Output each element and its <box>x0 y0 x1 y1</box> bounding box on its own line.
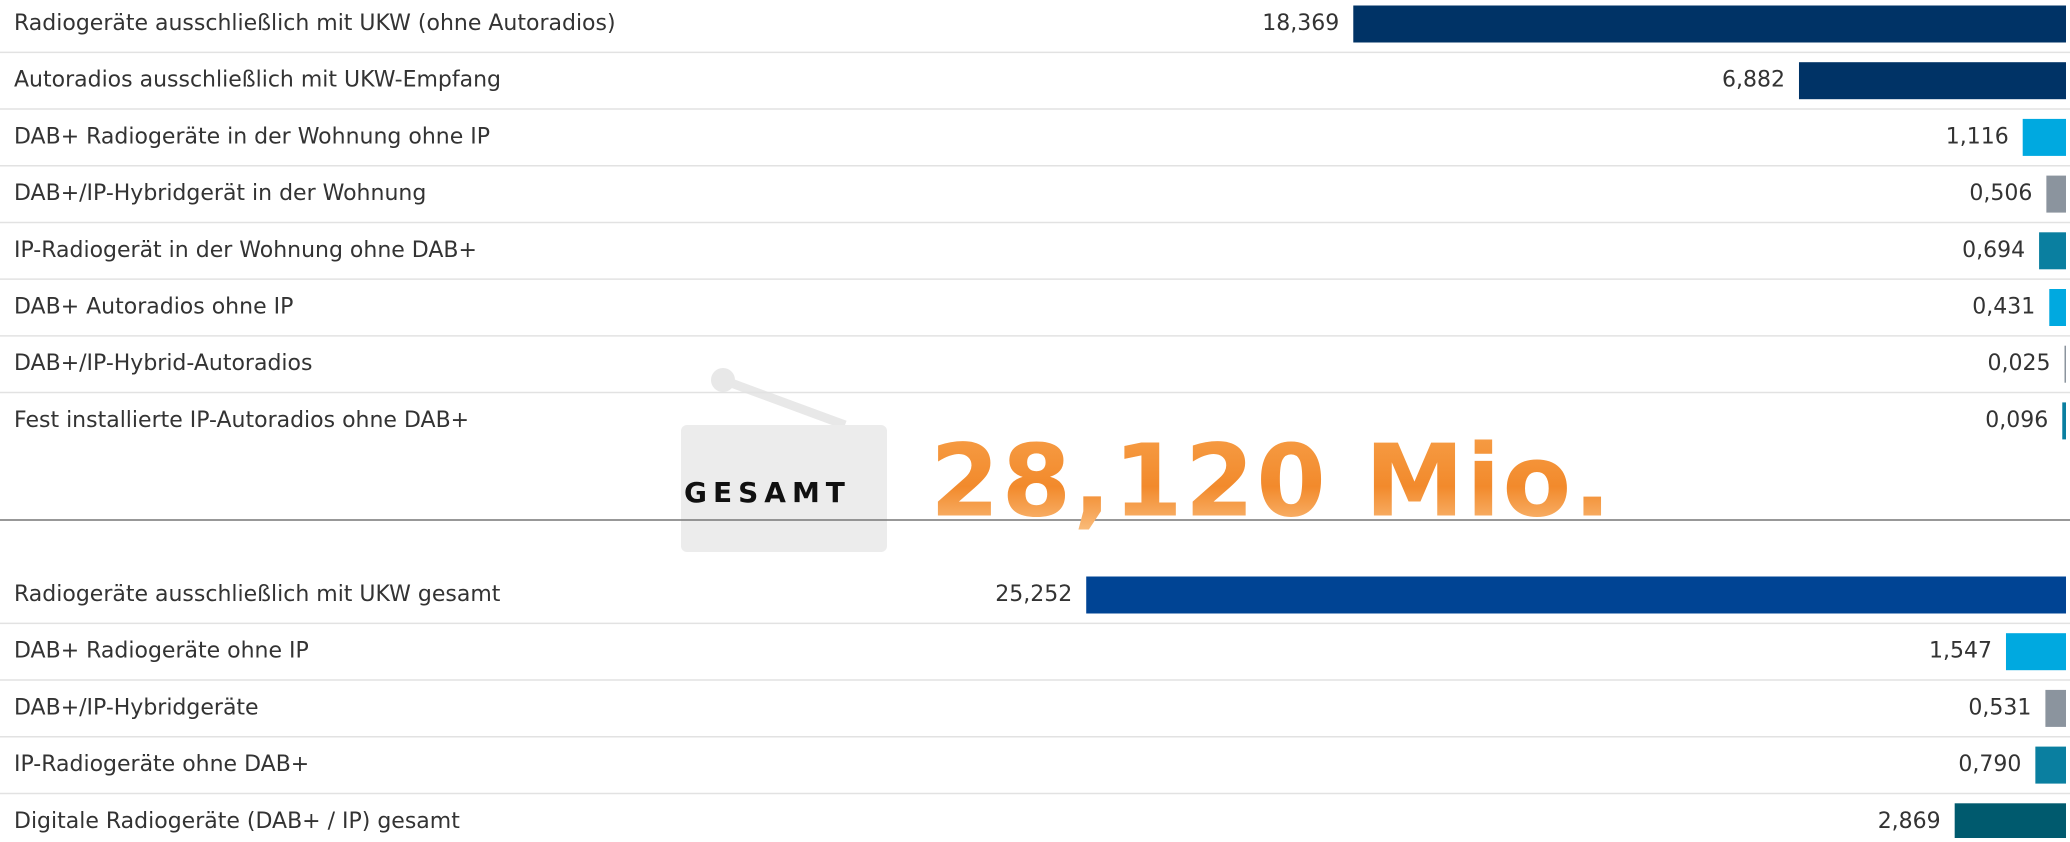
category-label: Digitale Radiogeräte (DAB+ / IP) gesamt <box>14 809 460 834</box>
category-label: IP-Radiogeräte ohne DAB+ <box>14 752 309 777</box>
value-label: 1,116 <box>1946 124 2009 149</box>
value-label: 6,882 <box>1722 68 1785 93</box>
category-label: IP-Radiogerät in der Wohnung ohne DAB+ <box>14 238 477 263</box>
value-label: 18,369 <box>1262 11 1339 36</box>
bar <box>2045 689 2066 727</box>
value-label: 0,790 <box>1958 752 2021 777</box>
value-label: 1,547 <box>1929 639 1992 664</box>
value-label: 0,025 <box>1988 351 2051 376</box>
value-label: 0,096 <box>1985 408 2048 433</box>
value-label: 0,531 <box>1968 695 2031 720</box>
bar <box>1086 576 2066 614</box>
bar <box>2046 175 2066 213</box>
category-label: DAB+ Radiogeräte in der Wohnung ohne IP <box>14 124 490 149</box>
total-label: GESAMT <box>684 476 851 509</box>
radio-icon <box>681 368 887 552</box>
value-label: 0,694 <box>1962 238 2025 263</box>
bar <box>1954 803 2066 841</box>
category-label: Fest installierte IP-Autoradios ohne DAB… <box>14 408 469 433</box>
category-label: DAB+/IP-Hybridgerät in der Wohnung <box>14 181 426 206</box>
category-label: DAB+ Radiogeräte ohne IP <box>14 639 309 664</box>
value-label: 0,506 <box>1969 181 2032 206</box>
bar <box>2005 633 2066 671</box>
value-label: 2,869 <box>1878 809 1941 834</box>
total-value: 28,120 Mio. <box>930 422 1613 539</box>
category-label: DAB+/IP-Hybridgeräte <box>14 695 259 720</box>
bar <box>2035 746 2066 784</box>
bar <box>2064 345 2066 383</box>
bar <box>2039 232 2066 270</box>
bar <box>1798 62 2066 100</box>
category-label: Radiogeräte ausschließlich mit UKW (ohne… <box>14 11 616 36</box>
value-label: 25,252 <box>995 582 1072 607</box>
bar <box>2022 118 2066 156</box>
category-label: DAB+/IP-Hybrid-Autoradios <box>14 351 312 376</box>
bar <box>2062 402 2066 440</box>
category-label: Radiogeräte ausschließlich mit UKW gesam… <box>14 582 501 607</box>
category-label: Autoradios ausschließlich mit UKW-Empfan… <box>14 68 501 93</box>
value-label: 0,431 <box>1972 295 2035 320</box>
bar <box>1353 5 2066 43</box>
category-label: DAB+ Autoradios ohne IP <box>14 295 293 320</box>
bar <box>2049 289 2066 326</box>
